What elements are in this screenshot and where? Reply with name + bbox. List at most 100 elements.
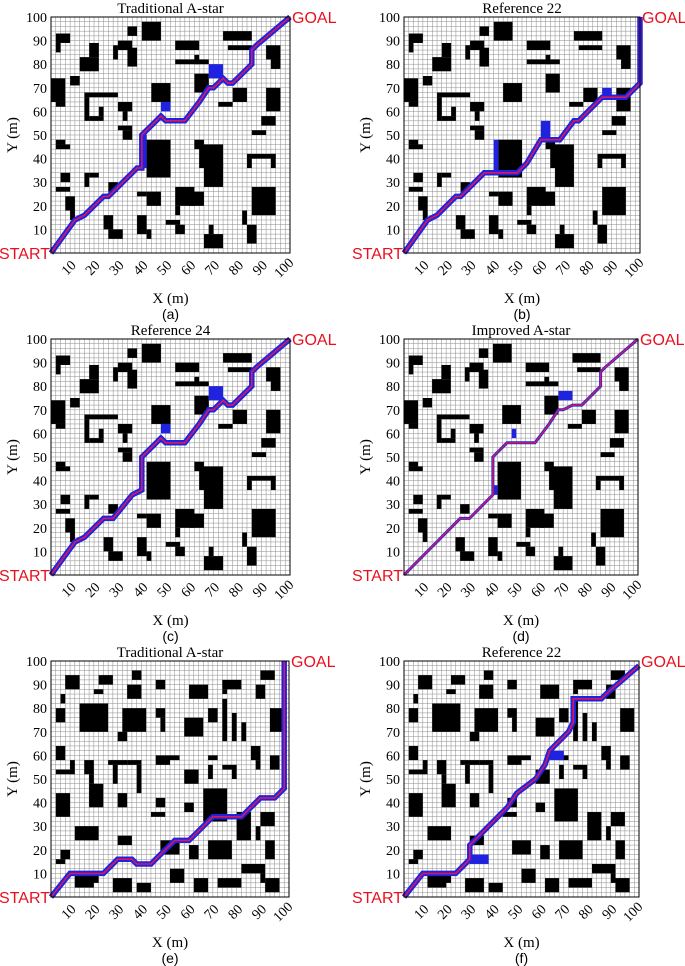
x-tick-label: 80 <box>226 258 247 279</box>
obstacle <box>199 466 224 491</box>
y-tick-label: 50 <box>33 451 47 466</box>
y-tick-label: 10 <box>33 223 47 238</box>
obstacle <box>208 764 213 779</box>
panel-e: Traditional A-star1020304050607080901001… <box>0 645 336 966</box>
obstacle <box>568 878 592 888</box>
obstacle <box>203 163 224 187</box>
goal-label: GOAL <box>640 332 685 349</box>
y-tick-label: 20 <box>386 844 400 859</box>
obstacle <box>619 475 624 491</box>
obstacle <box>597 153 626 159</box>
obstacle <box>460 504 470 514</box>
obstacle <box>84 760 94 775</box>
obstacle <box>441 116 456 121</box>
y-tick-label: 20 <box>386 200 400 215</box>
x-tick-label: 20 <box>83 258 104 279</box>
x-tick-label: 100 <box>620 578 645 603</box>
obstacle <box>600 452 615 457</box>
obstacle <box>441 873 451 883</box>
obstacle <box>422 210 428 220</box>
x-axis-label: X (m) <box>503 935 539 951</box>
obstacle <box>572 353 601 363</box>
obstacle <box>55 355 71 365</box>
x-tick-label: 70 <box>553 902 574 923</box>
obstacle <box>175 224 185 235</box>
y-tick-label: 10 <box>386 223 400 238</box>
x-tick-label: 10 <box>59 580 80 601</box>
obstacle <box>427 826 451 841</box>
obstacle <box>137 215 147 235</box>
obstacle <box>535 717 555 737</box>
obstacle <box>595 475 624 481</box>
obstacle <box>112 878 132 893</box>
panel-caption: (c) <box>162 628 178 644</box>
obstacle <box>437 172 442 187</box>
obstacle <box>84 419 90 443</box>
y-tick-label: 60 <box>33 749 47 764</box>
obstacle <box>108 504 118 514</box>
obstacle <box>208 708 218 723</box>
y-tick-label: 100 <box>379 11 400 26</box>
obstacle <box>146 191 161 206</box>
obstacle <box>601 745 611 761</box>
x-tick-label: 40 <box>131 580 152 601</box>
start-label: START <box>0 246 50 263</box>
x-tick-label: 90 <box>250 258 271 279</box>
obstacle <box>127 348 138 358</box>
x-tick-label: 90 <box>600 902 621 923</box>
obstacle <box>488 513 498 519</box>
obstacle <box>98 106 104 117</box>
x-tick-label: 60 <box>529 580 550 601</box>
explored-node <box>540 120 551 140</box>
x-tick-label: 70 <box>553 258 574 279</box>
obstacle <box>488 191 499 197</box>
obstacle <box>621 59 631 69</box>
obstacle <box>79 57 99 72</box>
obstacles <box>404 343 629 571</box>
y-tick-label: 80 <box>33 702 47 717</box>
x-tick-label: 10 <box>412 902 433 923</box>
obstacle <box>89 494 99 500</box>
x-tick-label: 70 <box>203 258 224 279</box>
panel-caption: (d) <box>512 628 529 644</box>
obstacle <box>479 26 489 36</box>
obstacle <box>155 679 166 690</box>
obstacle <box>60 694 66 704</box>
obstacles <box>51 343 281 571</box>
obstacle <box>408 186 423 192</box>
obstacle <box>55 101 66 107</box>
obstacle <box>113 367 118 382</box>
obstacle <box>408 33 423 43</box>
obstacle <box>84 414 118 420</box>
obstacle <box>408 508 423 514</box>
x-tick-label: 10 <box>59 258 80 279</box>
obstacle <box>525 527 531 538</box>
obstacle <box>521 868 536 883</box>
obstacle <box>175 381 209 387</box>
x-axis-label: X (m) <box>503 613 539 629</box>
obstacle <box>432 57 452 72</box>
obstacle <box>408 793 423 817</box>
y-tick-label: 80 <box>33 380 47 395</box>
axes-box <box>50 338 291 576</box>
obstacle <box>620 755 630 770</box>
obstacle <box>89 783 104 808</box>
y-axis-label: Y (m) <box>5 439 21 475</box>
obstacle <box>408 355 423 365</box>
x-tick-label: 80 <box>576 902 597 923</box>
obstacle <box>84 92 118 98</box>
obstacle <box>266 409 281 434</box>
x-axis-label: X (m) <box>152 613 188 629</box>
x-tick-label: 100 <box>621 900 646 925</box>
obstacle <box>479 47 489 67</box>
obstacle <box>242 532 247 547</box>
obstacle <box>408 769 428 775</box>
obstacle <box>55 793 71 817</box>
path-line <box>50 661 286 898</box>
obstacle <box>151 405 171 424</box>
obstacle <box>621 153 626 169</box>
x-tick-label: 50 <box>154 902 175 923</box>
obstacle <box>441 364 451 380</box>
y-tick-label: 30 <box>33 820 47 835</box>
